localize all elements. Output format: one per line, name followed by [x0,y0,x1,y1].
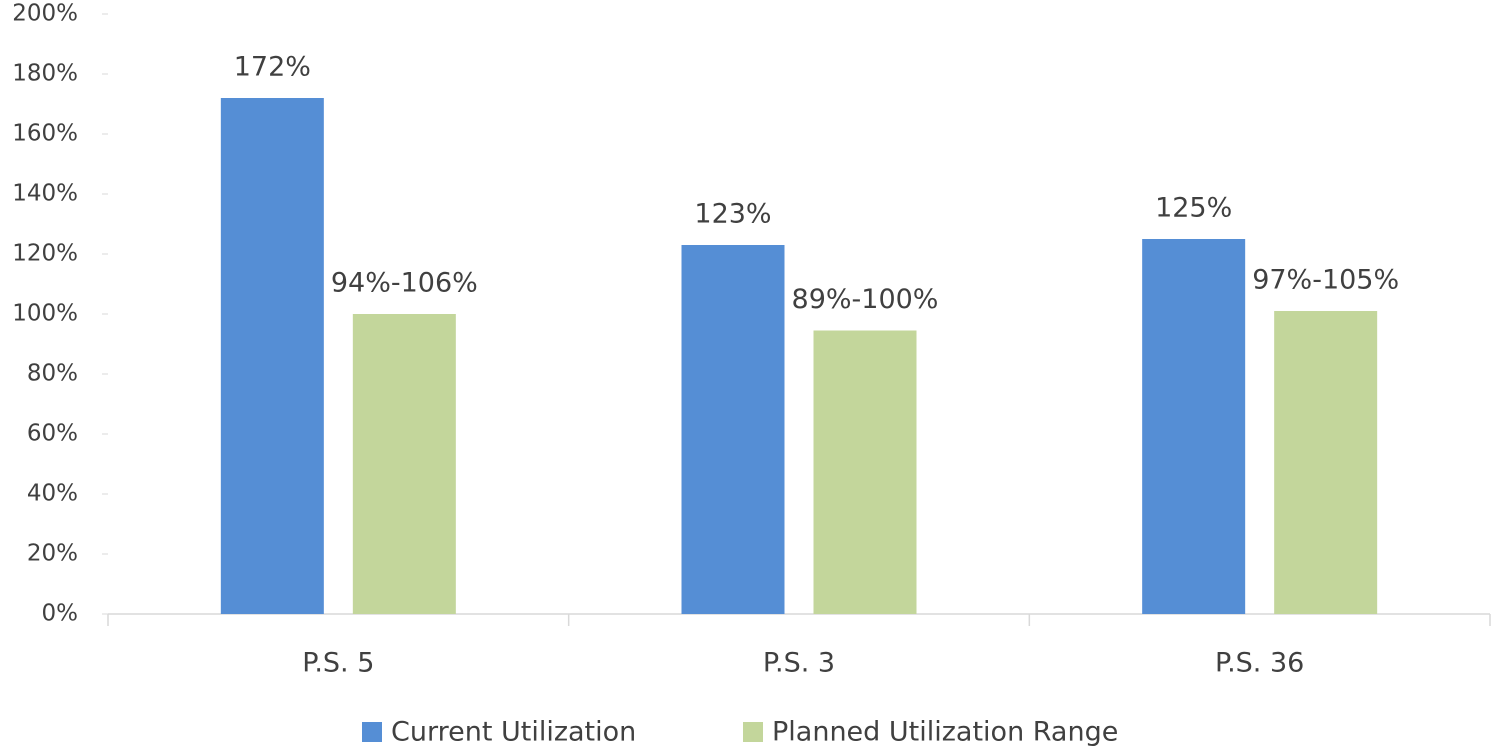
legend-label: Planned Utilization Range [772,717,1118,748]
y-tick-label: 100% [12,301,78,327]
value-label: 123% [694,199,771,230]
y-tick-label: 0% [42,601,79,627]
y-tick-label: 160% [12,121,78,147]
bar [1142,239,1246,614]
value-label: 94%-106% [331,268,478,299]
bar [352,314,456,614]
bar [220,98,324,614]
legend-swatch [743,722,763,742]
value-label: 89%-100% [792,284,939,315]
x-tick-label: P.S. 36 [1215,648,1304,679]
value-label: 97%-105% [1252,265,1399,296]
y-tick-label: 120% [12,241,78,267]
bar [1274,311,1378,614]
y-tick-label: 80% [27,361,78,387]
value-label: 125% [1155,193,1232,224]
y-tick-label: 60% [27,421,78,447]
y-tick-label: 40% [27,481,78,507]
y-tick-label: 180% [12,61,78,87]
y-tick-label: 20% [27,541,78,567]
x-tick-label: P.S. 3 [763,648,835,679]
bar [813,330,917,614]
x-tick-label: P.S. 5 [302,648,374,679]
legend-swatch [362,722,382,742]
y-tick-label: 200% [12,1,78,27]
legend-label: Current Utilization [391,717,636,748]
y-tick-label: 140% [12,181,78,207]
bar [681,245,785,614]
value-label: 172% [234,52,311,83]
